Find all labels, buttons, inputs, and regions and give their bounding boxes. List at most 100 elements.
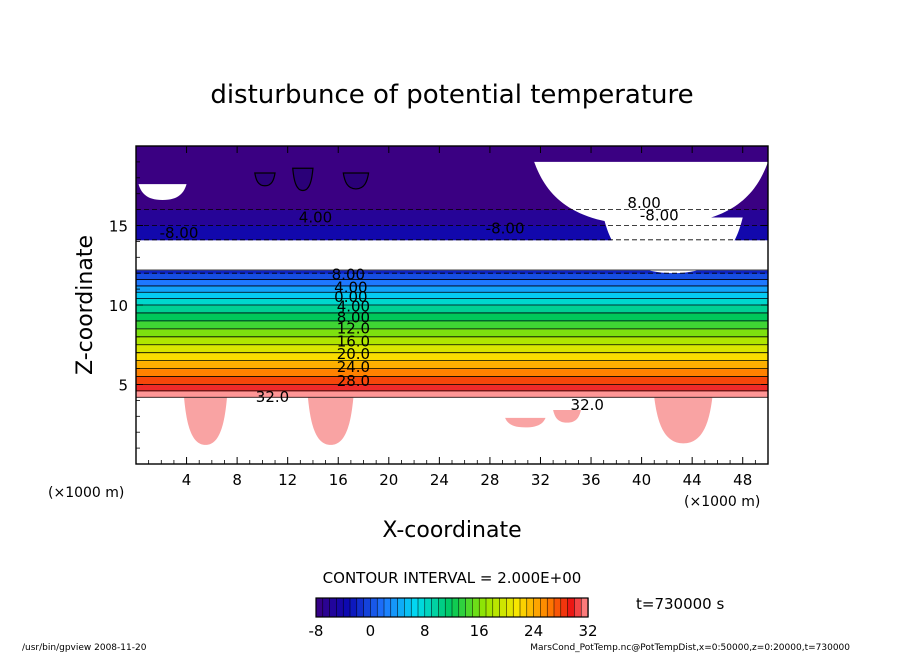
colorbar-cell-34 (546, 597, 555, 618)
x-tick-label-4: 4 (182, 471, 192, 489)
contour-blob-1 (307, 397, 354, 445)
colorbar-tick-label-24: 24 (524, 622, 543, 640)
x-tick-label-20: 20 (379, 471, 398, 489)
contour-layer-6 (136, 352, 768, 362)
contour-layer-7 (136, 344, 768, 354)
colorbar-frame (315, 597, 589, 618)
colorbar-cell-35 (553, 597, 562, 618)
colorbar-cell-33 (540, 597, 548, 618)
contour-lines (136, 209, 768, 398)
x-tick-label-40: 40 (632, 471, 651, 489)
colorbar-cell-3 (336, 597, 344, 618)
x-tick-label-8: 8 (232, 471, 242, 489)
colorbar-cell-0 (315, 597, 324, 618)
contour-label-13: 4.00 (299, 208, 332, 226)
contour-blob-5 (138, 184, 187, 201)
contour-layer-18 (136, 270, 768, 274)
x-axis-title: X-coordinate (382, 518, 521, 543)
contour-blob-8 (254, 172, 276, 187)
contour-layer-4 (136, 368, 768, 378)
contour-label-6: 12.0 (337, 320, 370, 338)
contour-layer-8 (136, 336, 768, 346)
colorbar-cell-1 (322, 597, 331, 618)
x-tick-label-24: 24 (430, 471, 449, 489)
colorbar-cell-30 (519, 597, 528, 618)
contour-layer-10 (136, 320, 768, 330)
colorbar-tick-label--8: -8 (309, 622, 324, 640)
contour-layer-5 (136, 360, 768, 370)
contour-label-5: 16.0 (337, 332, 370, 350)
colorbar-cell-19 (444, 597, 453, 618)
colorbar (315, 597, 589, 618)
colorbar-ticks: -8 0 8 16 24 32 (309, 622, 598, 640)
y-axis-title: Z-coordinate (73, 235, 98, 375)
x-axis-ticks: 4 8 12 16 20 24 28 32 36 40 44 48 (148, 146, 756, 489)
contour-label-2: 28.0 (337, 372, 370, 390)
contour-layer-17 (136, 273, 768, 281)
y-tick-label-15: 15 (109, 218, 128, 236)
x-tick-label-36: 36 (581, 471, 600, 489)
colorbar-cell-23 (472, 597, 480, 618)
colorbar-cell-14 (410, 597, 419, 618)
contour-blob-2 (505, 417, 546, 428)
contour-layer-11 (136, 312, 768, 322)
colorbar-cell-32 (533, 597, 542, 618)
x-tick-label-44: 44 (683, 471, 702, 489)
footer-right: MarsCond_PotTemp.nc@PotTempDist,x=0:5000… (530, 643, 850, 653)
contour-layer-14 (136, 292, 768, 300)
colorbar-cell-11 (390, 597, 399, 618)
contour-layer-13 (136, 298, 768, 306)
colorbar-cell-22 (465, 597, 474, 618)
colorbar-cell-20 (451, 597, 460, 618)
colorbar-cell-38 (574, 597, 582, 618)
colorbar-cell-16 (424, 597, 433, 618)
contour-blob-4 (654, 397, 713, 444)
y-tick-label-10: 10 (109, 297, 128, 315)
contour-label-7: 8.00 (337, 308, 370, 326)
contour-label-16: -8.00 (640, 207, 679, 225)
x-unit-label-left: (×1000 m) (48, 485, 124, 501)
colorbar-cell-8 (370, 597, 378, 618)
colorbar-cell-25 (485, 597, 494, 618)
colorbar-cell-9 (376, 597, 385, 618)
colorbar-cell-21 (458, 597, 467, 618)
colorbar-cell-12 (397, 597, 406, 618)
colorbar-cell-6 (356, 597, 365, 618)
colorbar-tick-label-16: 16 (470, 622, 489, 640)
contour-label-0: 32.0 (256, 388, 289, 406)
contour-layer-2 (136, 384, 768, 392)
contour-labels: 32.0 32.028.024.020.016.012.08.004.000.00… (160, 194, 679, 414)
contour-blob-3 (553, 409, 581, 423)
contour-layer-9 (136, 328, 768, 338)
colorbar-cell-39 (580, 597, 589, 618)
contour-layer-16 (136, 279, 768, 287)
colorbar-tick-label-0: 0 (366, 622, 376, 640)
contour-interval-label: CONTOUR INTERVAL = 2.000E+00 (323, 569, 582, 587)
plot-area (136, 146, 768, 464)
colorbar-cell-28 (506, 597, 514, 618)
contour-label-10: 4.00 (334, 278, 367, 296)
contour-label-4: 20.0 (337, 345, 370, 363)
chart-title: disturbunce of potential temperature (210, 80, 693, 110)
colorbar-cell-31 (526, 597, 535, 618)
colorbar-cell-26 (492, 597, 501, 618)
colorbar-cell-15 (417, 597, 426, 618)
contour-label-3: 24.0 (337, 358, 370, 376)
contour-label-9: 0.00 (334, 288, 367, 306)
contour-blob-0 (184, 397, 228, 445)
x-unit-label-right: (×1000 m) (684, 494, 760, 510)
colorbar-cell-10 (383, 597, 392, 618)
contour-layer-15 (136, 285, 768, 293)
x-tick-label-32: 32 (531, 471, 550, 489)
colorbar-cell-4 (342, 597, 351, 618)
x-tick-label-28: 28 (480, 471, 499, 489)
contour-blob-7 (603, 217, 743, 274)
contour-label-1: 32.0 (571, 396, 604, 414)
colorbar-cell-7 (363, 597, 372, 618)
colorbar-cell-24 (478, 597, 487, 618)
colorbar-cell-36 (560, 597, 569, 618)
colorbar-tick-label-32: 32 (578, 622, 597, 640)
contour-layer-3 (136, 376, 768, 385)
colorbar-cell-13 (404, 597, 412, 618)
